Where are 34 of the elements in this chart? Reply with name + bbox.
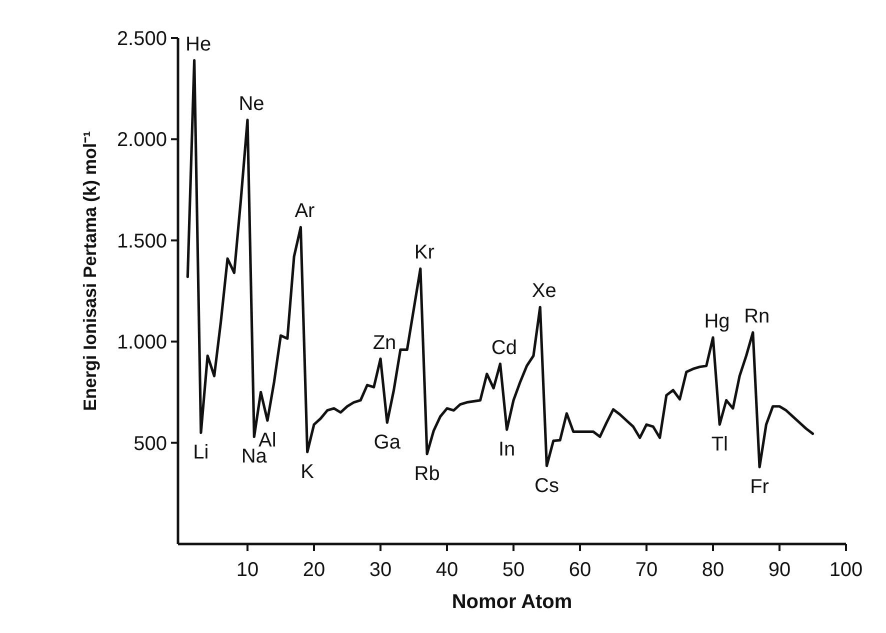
x-axis-title: Nomor Atom <box>452 591 572 613</box>
x-tick-label: 40 <box>436 559 458 581</box>
annotation: K <box>300 460 315 483</box>
y-tick-label: 2.500 <box>116 28 167 50</box>
x-tick-label: 30 <box>369 559 392 581</box>
y-tick-label: 500 <box>134 432 167 455</box>
x-tick-label: 50 <box>502 559 525 581</box>
annotation: Cs <box>534 474 559 497</box>
x-tick-label: 70 <box>635 559 658 581</box>
y-tick-label: 1.500 <box>116 230 167 252</box>
y-tick-label: 1.000 <box>116 332 167 354</box>
x-tick-label: 80 <box>702 559 724 581</box>
annotation: Ne <box>238 92 264 115</box>
annotation: Ga <box>374 432 402 454</box>
annotation: Xe <box>532 280 556 302</box>
annotation: Fr <box>750 476 770 498</box>
x-tick-label: 20 <box>302 559 326 581</box>
annotation: Tl <box>711 434 728 456</box>
annotation: Li <box>193 442 209 464</box>
x-tick-label: 60 <box>568 559 592 581</box>
annotation: Rb <box>414 462 440 485</box>
y-tick-label: 2.000 <box>116 129 167 152</box>
x-tick-label: 100 <box>829 559 863 581</box>
annotation: He <box>186 33 212 56</box>
y-axis-title: Energi Ionisasi Pertama (k) mol⁻¹ <box>80 130 100 412</box>
x-tick-label: 90 <box>768 559 791 581</box>
annotation: Kr <box>414 242 435 264</box>
annotation: Hg <box>704 310 730 333</box>
annotation: In <box>498 438 516 461</box>
annotation: Zn <box>372 332 396 354</box>
annotation: Ar <box>294 200 316 222</box>
annotation: Cd <box>491 336 517 359</box>
x-tick-label: 10 <box>236 559 259 581</box>
annotation: Rn <box>744 305 770 328</box>
